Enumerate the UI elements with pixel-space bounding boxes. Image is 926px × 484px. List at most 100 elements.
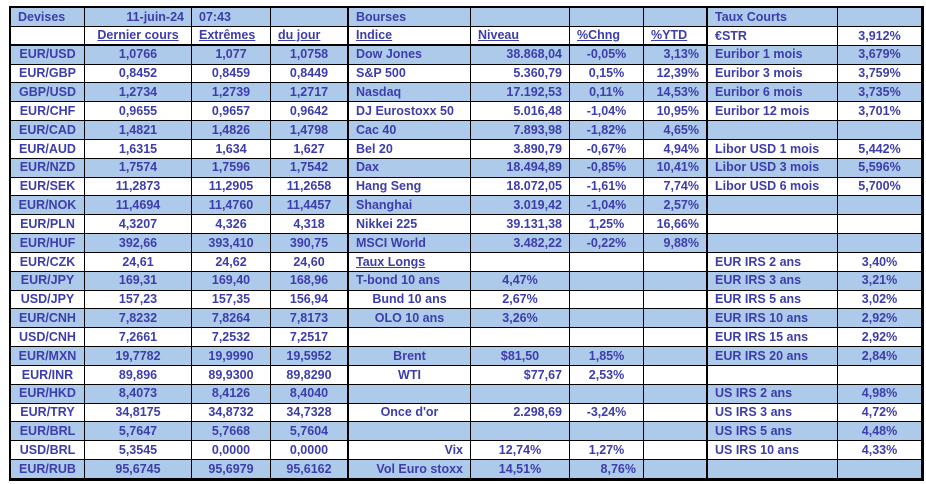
bourses-section-title: Bourses bbox=[349, 8, 471, 27]
fx-rate-value: 34,8175 bbox=[85, 403, 192, 423]
currency-pair-label: EUR/PLN bbox=[11, 215, 85, 235]
index-name: Hang Seng bbox=[349, 177, 471, 197]
fx-rate-value: 1,4826 bbox=[192, 121, 271, 140]
index-pct-change: -0,05% bbox=[570, 45, 644, 65]
fx-rate-value: 11,2658 bbox=[271, 177, 349, 197]
index-pct-change: 1,25% bbox=[570, 215, 644, 235]
commodity-price: $81,50 bbox=[471, 347, 570, 366]
fx-rate-value: 169,31 bbox=[85, 271, 192, 291]
empty-cell bbox=[570, 422, 644, 442]
index-level: 18.072,05 bbox=[471, 177, 570, 197]
fx-rate-value: 0,9642 bbox=[271, 102, 349, 122]
currency-pair-label: EUR/HKD bbox=[11, 384, 85, 404]
index-name: Nikkei 225 bbox=[349, 215, 471, 235]
empty-cell bbox=[471, 252, 570, 272]
currency-pair-label: EUR/USD bbox=[11, 45, 85, 65]
fx-rate-value: 1,4821 bbox=[85, 121, 192, 140]
volatility-name: Vol Euro stoxx bbox=[349, 460, 471, 479]
index-ytd: 12,39% bbox=[644, 64, 708, 84]
index-ytd: 2,57% bbox=[644, 196, 708, 216]
fx-rate-value: 0,9655 bbox=[85, 102, 192, 122]
report-date: 11-juin-24 bbox=[85, 8, 192, 27]
commodity-name: WTI bbox=[349, 365, 471, 385]
empty-cell bbox=[570, 252, 644, 272]
currency-pair-label: USD/JPY bbox=[11, 290, 85, 310]
index-level: 3.890,79 bbox=[471, 139, 570, 159]
fx-rate-value: 0,9657 bbox=[192, 102, 271, 122]
bond-yield: 2,67% bbox=[471, 290, 570, 310]
fx-rate-value: 392,66 bbox=[85, 234, 192, 253]
fx-rate-value: 7,8264 bbox=[192, 309, 271, 329]
index-pct-change: -1,61% bbox=[570, 177, 644, 197]
fx-rate-value: 1,2734 bbox=[85, 83, 192, 103]
empty-cell bbox=[838, 121, 922, 140]
fx-rate-value: 1,7596 bbox=[192, 158, 271, 178]
fx-rate-value: 1,627 bbox=[271, 139, 349, 159]
currency-pair-label: EUR/AUD bbox=[11, 139, 85, 159]
commodity-pct-change: 1,85% bbox=[570, 347, 644, 366]
taux-longs-title: Taux Longs bbox=[349, 252, 471, 272]
rate-value: 3,735% bbox=[838, 83, 922, 103]
fx-rate-value: 1,2717 bbox=[271, 83, 349, 103]
index-ytd: 14,53% bbox=[644, 83, 708, 103]
rate-name: EUR IRS 20 ans bbox=[708, 347, 838, 366]
fx-rate-value: 1,4798 bbox=[271, 121, 349, 140]
fx-rate-value: 8,4040 bbox=[271, 384, 349, 404]
empty-cell bbox=[471, 422, 570, 442]
fx-rate-value: 95,6162 bbox=[271, 460, 349, 479]
empty-cell bbox=[570, 290, 644, 310]
empty-cell bbox=[570, 384, 644, 404]
rate-value: 2,84% bbox=[838, 347, 922, 366]
currency-pair-label: EUR/BRL bbox=[11, 422, 85, 442]
rate-name: US IRS 3 ans bbox=[708, 403, 838, 423]
index-name: Bel 20 bbox=[349, 139, 471, 159]
fx-rate-value: 7,8173 bbox=[271, 309, 349, 329]
report-time: 07:43 bbox=[192, 8, 271, 27]
index-name: Nasdaq bbox=[349, 83, 471, 103]
fx-rate-value: 89,9300 bbox=[192, 365, 271, 385]
rate-value: 3,679% bbox=[838, 45, 922, 65]
volatility-change: 1,27% bbox=[570, 441, 644, 461]
empty-cell bbox=[349, 328, 471, 348]
currency-pair-label: EUR/NZD bbox=[11, 158, 85, 178]
currency-pair-label: USD/CNH bbox=[11, 328, 85, 348]
empty-cell bbox=[471, 328, 570, 348]
rate-name: Euribor 1 mois bbox=[708, 45, 838, 65]
rate-value: 5,700% bbox=[838, 177, 922, 197]
index-level: 3.019,42 bbox=[471, 196, 570, 216]
empty-cell bbox=[644, 347, 708, 366]
currency-pair-label: EUR/INR bbox=[11, 365, 85, 385]
volatility-level: 12,74% bbox=[471, 441, 570, 461]
fx-rate-value: 1,077 bbox=[192, 45, 271, 65]
index-pct-change: -1,82% bbox=[570, 121, 644, 140]
empty-cell bbox=[708, 460, 838, 479]
fx-rate-value: 157,35 bbox=[192, 290, 271, 310]
fx-rate-value: 4,318 bbox=[271, 215, 349, 235]
rate-value: 3,912% bbox=[838, 26, 922, 46]
rate-name: US IRS 2 ans bbox=[708, 384, 838, 404]
empty-cell bbox=[708, 196, 838, 216]
bourses-col-header: %Chng bbox=[570, 26, 644, 46]
fx-rate-value: 34,7328 bbox=[271, 403, 349, 423]
empty-cell bbox=[644, 403, 708, 423]
empty-cell bbox=[838, 234, 922, 253]
devises-col-header: du jour bbox=[271, 26, 349, 46]
index-pct-change: 0,11% bbox=[570, 83, 644, 103]
taux-courts-section-title: Taux Courts bbox=[708, 8, 838, 27]
empty-cell bbox=[11, 26, 85, 46]
rate-name: US IRS 5 ans bbox=[708, 422, 838, 442]
fx-rate-value: 1,7542 bbox=[271, 158, 349, 178]
rate-value: 4,48% bbox=[838, 422, 922, 442]
index-level: 39.131,38 bbox=[471, 215, 570, 235]
empty-cell bbox=[349, 384, 471, 404]
fx-rate-value: 11,4457 bbox=[271, 196, 349, 216]
rate-name: EUR IRS 15 ans bbox=[708, 328, 838, 348]
gold-pct-change: -3,24% bbox=[570, 403, 644, 423]
currency-pair-label: EUR/JPY bbox=[11, 271, 85, 291]
bond-yield: 3,26% bbox=[471, 309, 570, 329]
fx-rate-value: 390,75 bbox=[271, 234, 349, 253]
fx-rate-value: 4,326 bbox=[192, 215, 271, 235]
fx-rate-value: 169,40 bbox=[192, 271, 271, 291]
index-ytd: 4,94% bbox=[644, 139, 708, 159]
fx-rate-value: 0,8452 bbox=[85, 64, 192, 84]
